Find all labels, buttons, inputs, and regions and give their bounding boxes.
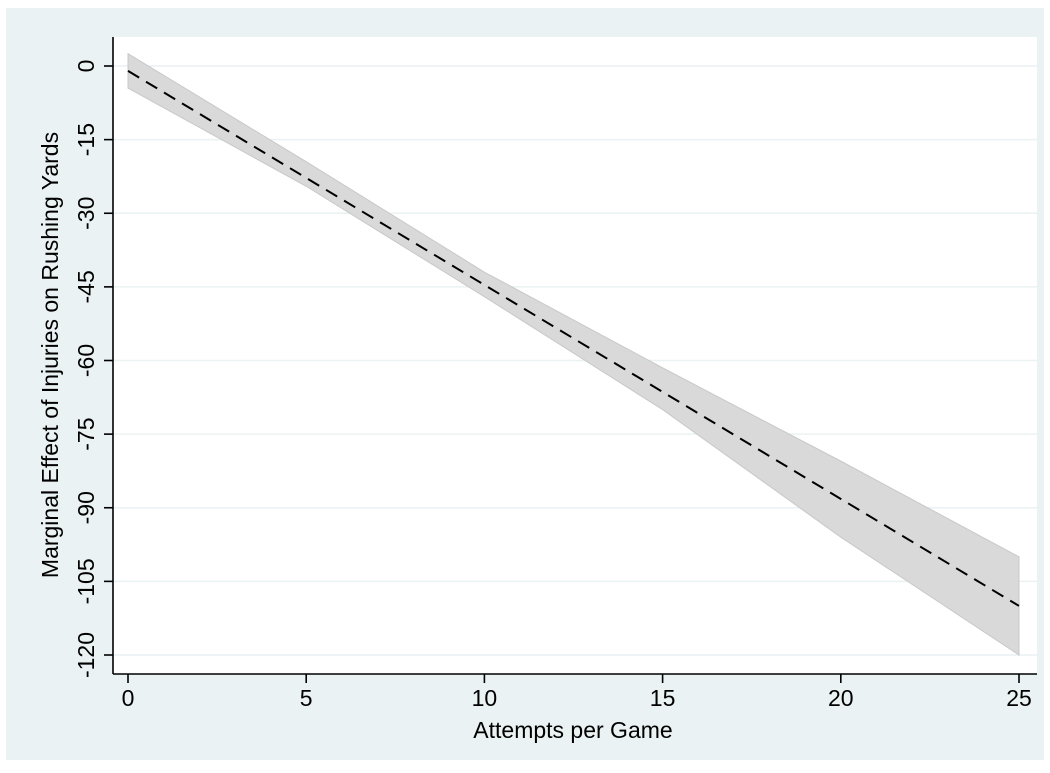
- x-tick-label: 25: [1006, 685, 1032, 711]
- y-tick-label: -75: [73, 418, 99, 451]
- y-tick-label: 0: [73, 60, 99, 73]
- marginal-effect-line: [127, 70, 1020, 607]
- x-tick-label: 5: [300, 685, 313, 711]
- y-tick-label: -60: [73, 344, 99, 377]
- x-tick-label: 0: [122, 685, 135, 711]
- axes: 0 5 10 15 20 25 0 -15 -30 -45 -60 -75 -90 -105 -120: [73, 37, 1037, 711]
- y-tick-label: -120: [73, 632, 99, 678]
- y-axis-label: Marginal Effect of Injuries on Rushing Y…: [37, 132, 63, 578]
- x-axis-label: Attempts per Game: [473, 717, 672, 743]
- y-tick-label: -90: [73, 491, 99, 524]
- y-tick-label: -105: [73, 558, 99, 604]
- x-tick-label: 20: [828, 685, 854, 711]
- y-tick-label: -15: [73, 123, 99, 156]
- x-tick-label: 15: [650, 685, 676, 711]
- series-group: [127, 70, 1020, 607]
- y-tick-label: -30: [73, 197, 99, 230]
- y-tick-label: -45: [73, 270, 99, 303]
- x-tick-label: 10: [472, 685, 498, 711]
